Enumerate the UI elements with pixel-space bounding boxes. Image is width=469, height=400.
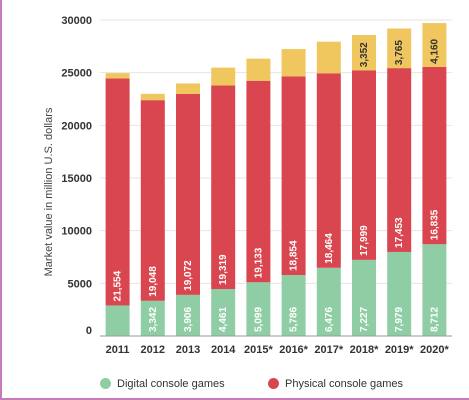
x-tick-label: 2011 (106, 344, 130, 356)
y-tick-label: 30000 (61, 15, 92, 27)
data-label-digital: 7,227 (359, 307, 370, 332)
data-label-other: 4,160 (429, 38, 440, 63)
bar-segment-digital (246, 282, 271, 336)
data-label-digital: 5,786 (289, 307, 300, 332)
x-tick-label: 2012 (141, 344, 165, 356)
legend-item-physical: Physical console games (268, 376, 403, 392)
bar-segment-other (352, 34, 376, 71)
data-label-digital: 6,476 (324, 307, 335, 332)
y-tick-label: 15000 (61, 173, 92, 185)
data-label-physical: 19,072 (183, 260, 194, 291)
bar-segment-digital (422, 244, 447, 336)
y-tick-label: 0 (86, 325, 92, 337)
data-label-digital: 3,906 (183, 307, 194, 332)
data-label-physical: 17,453 (394, 217, 405, 248)
bar-segment-digital (281, 275, 306, 336)
data-label-digital: 5,099 (253, 307, 264, 332)
bar-segment-other (140, 93, 165, 101)
bar-segment-other (281, 49, 306, 77)
y-axis-label: Market value in million U.S. dollars (43, 107, 55, 276)
bar-segment-physical (211, 85, 236, 290)
legend-label-physical: Physical console games (285, 378, 404, 391)
bar-segment-other (246, 58, 271, 81)
legend: Digital console games Physical console g… (100, 376, 430, 392)
x-tick-label: 2013 (176, 344, 200, 356)
bar-segment-physical (316, 73, 341, 268)
bar-segment-physical (140, 100, 165, 301)
data-label-physical: 19,319 (218, 254, 229, 285)
x-axis-ticks: 2011 2012 2013 2014 2015* 2016* 2017* 2018* 2019… (106, 344, 450, 356)
bar-segment-physical (422, 66, 447, 245)
data-label-physical: 17,999 (359, 225, 370, 256)
data-label-physical: 19,048 (148, 266, 159, 297)
data-label-physical: 18,854 (289, 240, 300, 271)
y-tick-label: 10000 (61, 226, 92, 238)
bar-segment-digital (140, 300, 165, 336)
data-label-digital: 8,712 (429, 307, 440, 332)
bar-segment-other (211, 67, 236, 86)
data-label-digital: 3,342 (148, 307, 159, 332)
bar-segment-physical (176, 93, 200, 295)
bar-segment-physical (281, 76, 306, 276)
bar-segment-digital (211, 289, 236, 336)
bar-segment-digital (176, 294, 200, 336)
data-label-digital: 7,979 (394, 307, 405, 332)
bar-segment-digital (387, 251, 412, 336)
y-tick-label: 25000 (61, 68, 92, 80)
x-tick-label: 2018* (350, 344, 379, 356)
y-axis-ticks: 0 5000 10000 15000 20000 25000 30000 (61, 15, 92, 337)
bar-segment-digital (352, 259, 376, 336)
bar-segment-physical (387, 68, 412, 252)
bar-segment-digital (316, 267, 341, 336)
bar-segment-other (316, 41, 341, 74)
bar-segment-physical (246, 80, 271, 283)
x-tick-label: 2015* (244, 344, 273, 356)
data-label-physical: 21,554 (113, 270, 124, 301)
y-tick-label: 20000 (61, 120, 92, 132)
bar-segment-physical (352, 70, 376, 260)
bar-segment-other (422, 23, 447, 67)
bar-segment-digital (105, 305, 130, 336)
x-tick-label: 2016* (279, 344, 308, 356)
x-tick-label: 2017* (314, 344, 343, 356)
x-tick-label: 2020* (420, 344, 449, 356)
bar-segment-other (105, 73, 130, 79)
data-label-other: 3,765 (394, 40, 405, 65)
x-tick-label: 2014 (211, 344, 236, 356)
y-tick-label: 5000 (68, 278, 92, 290)
bar-segment-other (387, 28, 412, 69)
bars (105, 23, 447, 336)
legend-dot-digital-icon (100, 377, 111, 389)
bar-segment-other (176, 83, 200, 94)
bar-segment-physical (105, 78, 130, 306)
data-label-physical: 16,835 (429, 209, 440, 240)
data-labels: 21,554 3,342 19,048 3,906 19,072 4,461 19,319 5… (113, 38, 441, 332)
data-label-digital: 4,461 (218, 307, 229, 332)
x-tick-label: 2019* (385, 344, 414, 356)
legend-label-digital: Digital console games (117, 378, 225, 391)
data-label-physical: 19,133 (253, 247, 264, 278)
data-label-physical: 18,464 (324, 233, 335, 264)
legend-dot-physical-icon (268, 377, 279, 389)
legend-item-digital: Digital console games (100, 376, 225, 392)
data-label-other: 3,352 (359, 42, 370, 67)
